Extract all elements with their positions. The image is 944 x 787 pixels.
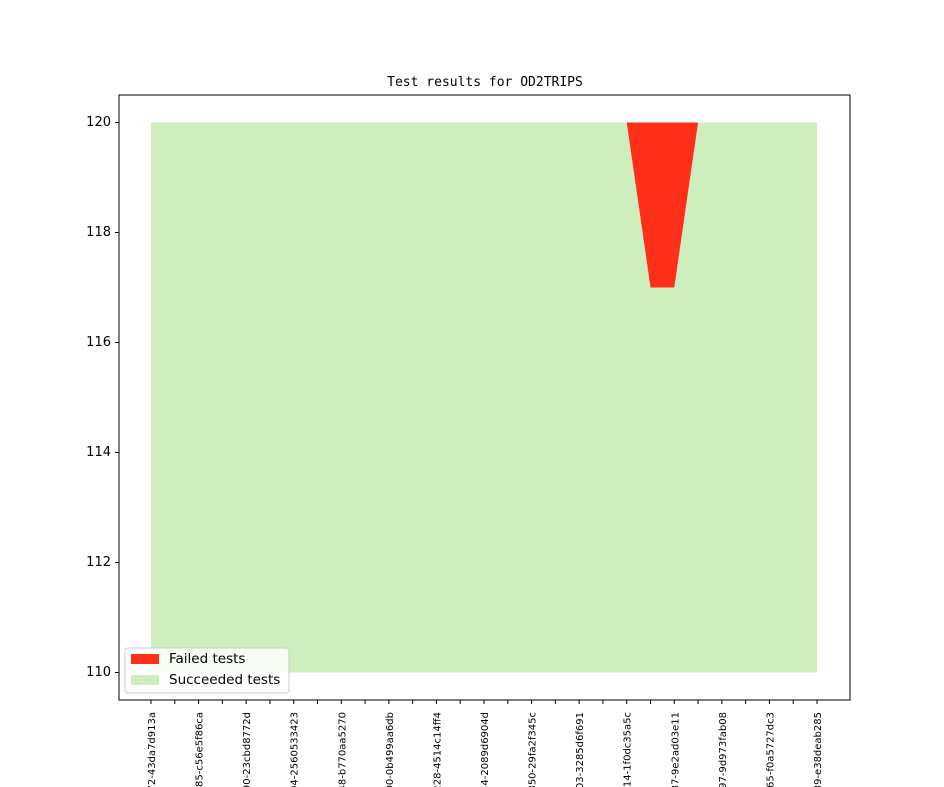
x-tick-label: 44-2089d6904d — [480, 712, 491, 787]
x-tick-label: 90-23cbd8772d — [242, 712, 253, 787]
y-tick-label: 114 — [86, 445, 111, 460]
legend-label: Succeeded tests — [169, 672, 280, 688]
y-tick-label: 116 — [86, 335, 111, 350]
y-tick-label: 120 — [86, 115, 111, 130]
x-tick-label: 365-f0a5727dc3 — [765, 712, 776, 787]
legend: Failed tests Succeeded tests — [124, 647, 290, 694]
x-tick-label: 350-29fa2f345c — [528, 712, 539, 787]
x-tick-label: 814-1f0dc35a5c — [623, 712, 634, 787]
legend-label: Failed tests — [169, 651, 245, 667]
x-tick-label: 00-0b499aa6db — [385, 712, 396, 787]
y-tick-label: 112 — [86, 555, 111, 570]
x-tick-label: 97-9d973fab08 — [718, 712, 729, 787]
y-tick-label: 118 — [86, 225, 111, 240]
legend-swatch — [131, 654, 159, 664]
x-tick-label: 72-43da7d913a — [147, 712, 158, 787]
legend-swatch — [131, 675, 159, 685]
chart-title: Test results for OD2TRIPS — [387, 75, 583, 90]
x-tick-label: 48-b770aa5270 — [337, 712, 348, 787]
x-tick-label: 39-e38deab285 — [813, 712, 824, 787]
x-tick-label: 228-4514c14ff4 — [432, 712, 443, 787]
x-tick-label: 37-9e2ad03e11 — [670, 712, 681, 787]
area — [151, 122, 817, 288]
area — [151, 122, 817, 673]
x-tick-label: 03-3285d6f691 — [575, 712, 586, 787]
y-tick-label: 110 — [86, 665, 111, 680]
x-tick-label: 04-2560533423 — [290, 712, 301, 787]
legend-box — [124, 647, 290, 694]
x-tick-label: 85-c56e5f86ca — [195, 712, 206, 787]
